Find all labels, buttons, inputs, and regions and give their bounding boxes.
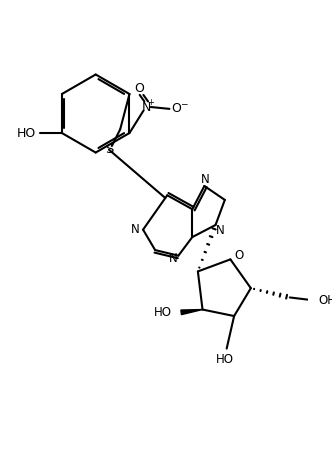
Text: N: N — [141, 100, 151, 113]
Text: N: N — [216, 224, 224, 237]
Text: N: N — [131, 223, 140, 236]
Text: +: + — [147, 98, 154, 107]
Text: HO: HO — [17, 126, 36, 140]
Text: −: − — [180, 99, 187, 108]
Text: N: N — [169, 252, 178, 265]
Text: HO: HO — [154, 306, 172, 319]
Text: HO: HO — [216, 353, 234, 366]
Text: S: S — [105, 143, 113, 156]
Text: O: O — [134, 82, 144, 95]
Text: O: O — [171, 102, 181, 115]
Text: O: O — [234, 249, 243, 262]
Text: OH: OH — [318, 294, 332, 307]
Text: N: N — [201, 173, 210, 186]
Polygon shape — [181, 310, 203, 315]
